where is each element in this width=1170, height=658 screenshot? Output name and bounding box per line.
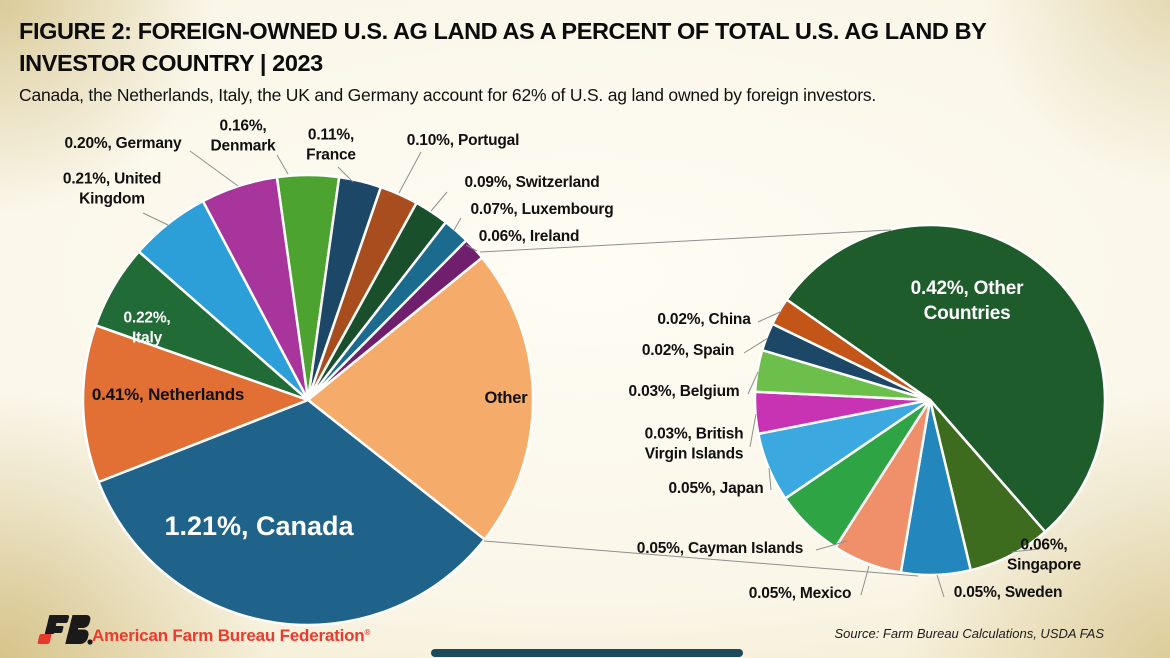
home-indicator-bar [431, 649, 743, 657]
leader-luxembourg [453, 217, 462, 231]
label-luxembourg: 0.07%, Luxembourg [470, 200, 614, 218]
label-belgium: 0.03%, Belgium [628, 382, 740, 400]
label-ireland: 0.06%, Ireland [478, 227, 580, 245]
label-united-kingdom: 0.21%, United Kingdom [62, 170, 162, 208]
figure-title-line2: INVESTOR COUNTRY | 2023 [19, 50, 323, 77]
label-canada: 1.21%, Canada [164, 511, 354, 542]
pie-slice-other [306, 256, 535, 541]
pie-slice-china [771, 298, 932, 402]
label-other: Other [484, 389, 528, 408]
leader-mexico [860, 565, 870, 596]
leader-british-virgin-islands [749, 413, 757, 448]
label-netherlands: 0.41%, Netherlands [91, 384, 245, 404]
leader-switzerland [430, 191, 448, 212]
org-name-text: American Farm Bureau Federation [92, 626, 365, 645]
registered-mark: ® [364, 628, 371, 637]
label-france: 0.11%, France [306, 126, 356, 164]
org-name: American Farm Bureau Federation® [92, 626, 370, 646]
pie-main [81, 173, 535, 627]
label-mexico: 0.05%, Mexico [748, 584, 852, 602]
leader-united-kingdom [142, 212, 169, 226]
label-germany: 0.20%, Germany [64, 134, 182, 152]
figure-subtitle: Canada, the Netherlands, Italy, the UK a… [19, 85, 877, 105]
label-italy: 0.22%, Italy [123, 309, 171, 347]
figure-title-line1: FIGURE 2: FOREIGN-OWNED U.S. AG LAND AS … [19, 18, 987, 44]
label-british-virgin-islands: 0.03%, British Virgin Islands [644, 425, 744, 463]
leader-spain [743, 337, 769, 354]
pie-slice-netherlands [81, 324, 310, 484]
label-switzerland: 0.09%, Switzerland [464, 173, 600, 191]
pie-slice-canada [97, 398, 486, 627]
leader-germany [189, 150, 239, 187]
pie-slice-germany [201, 175, 310, 402]
pie-other-breakout [753, 223, 1107, 577]
leader-sweden [936, 574, 945, 598]
leader-denmark [276, 154, 289, 175]
pie-slice-other-countries [785, 223, 1107, 534]
label-portugal: 0.10%, Portugal [406, 131, 520, 149]
label-other-countries: 0.42%, Other Countries [910, 277, 1024, 324]
label-china: 0.02%, China [657, 310, 751, 328]
leader-ireland [465, 244, 478, 252]
leader-france [337, 166, 354, 183]
label-japan: 0.05%, Japan [668, 479, 764, 497]
leader-cayman-islands [815, 540, 848, 551]
connector-line-bottom [483, 540, 919, 577]
figure-title: FIGURE 2: FOREIGN-OWNED U.S. AG LAND AS … [19, 15, 1149, 79]
label-singapore: 0.06%, Singapore [1007, 536, 1081, 574]
leader-china [757, 311, 781, 323]
leader-singapore [1011, 548, 1040, 553]
leader-japan [768, 467, 772, 491]
afbf-logo [37, 615, 93, 645]
label-cayman-islands: 0.05%, Cayman Islands [636, 539, 804, 557]
label-spain: 0.02%, Spain [641, 341, 735, 359]
leader-portugal [398, 151, 422, 194]
label-denmark: 0.16%, Denmark [210, 117, 276, 155]
connector-line-top [479, 229, 892, 253]
label-sweden: 0.05%, Sweden [953, 583, 1063, 601]
source-note: Source: Farm Bureau Calculations, USDA F… [834, 626, 1105, 641]
leader-belgium [747, 371, 759, 395]
